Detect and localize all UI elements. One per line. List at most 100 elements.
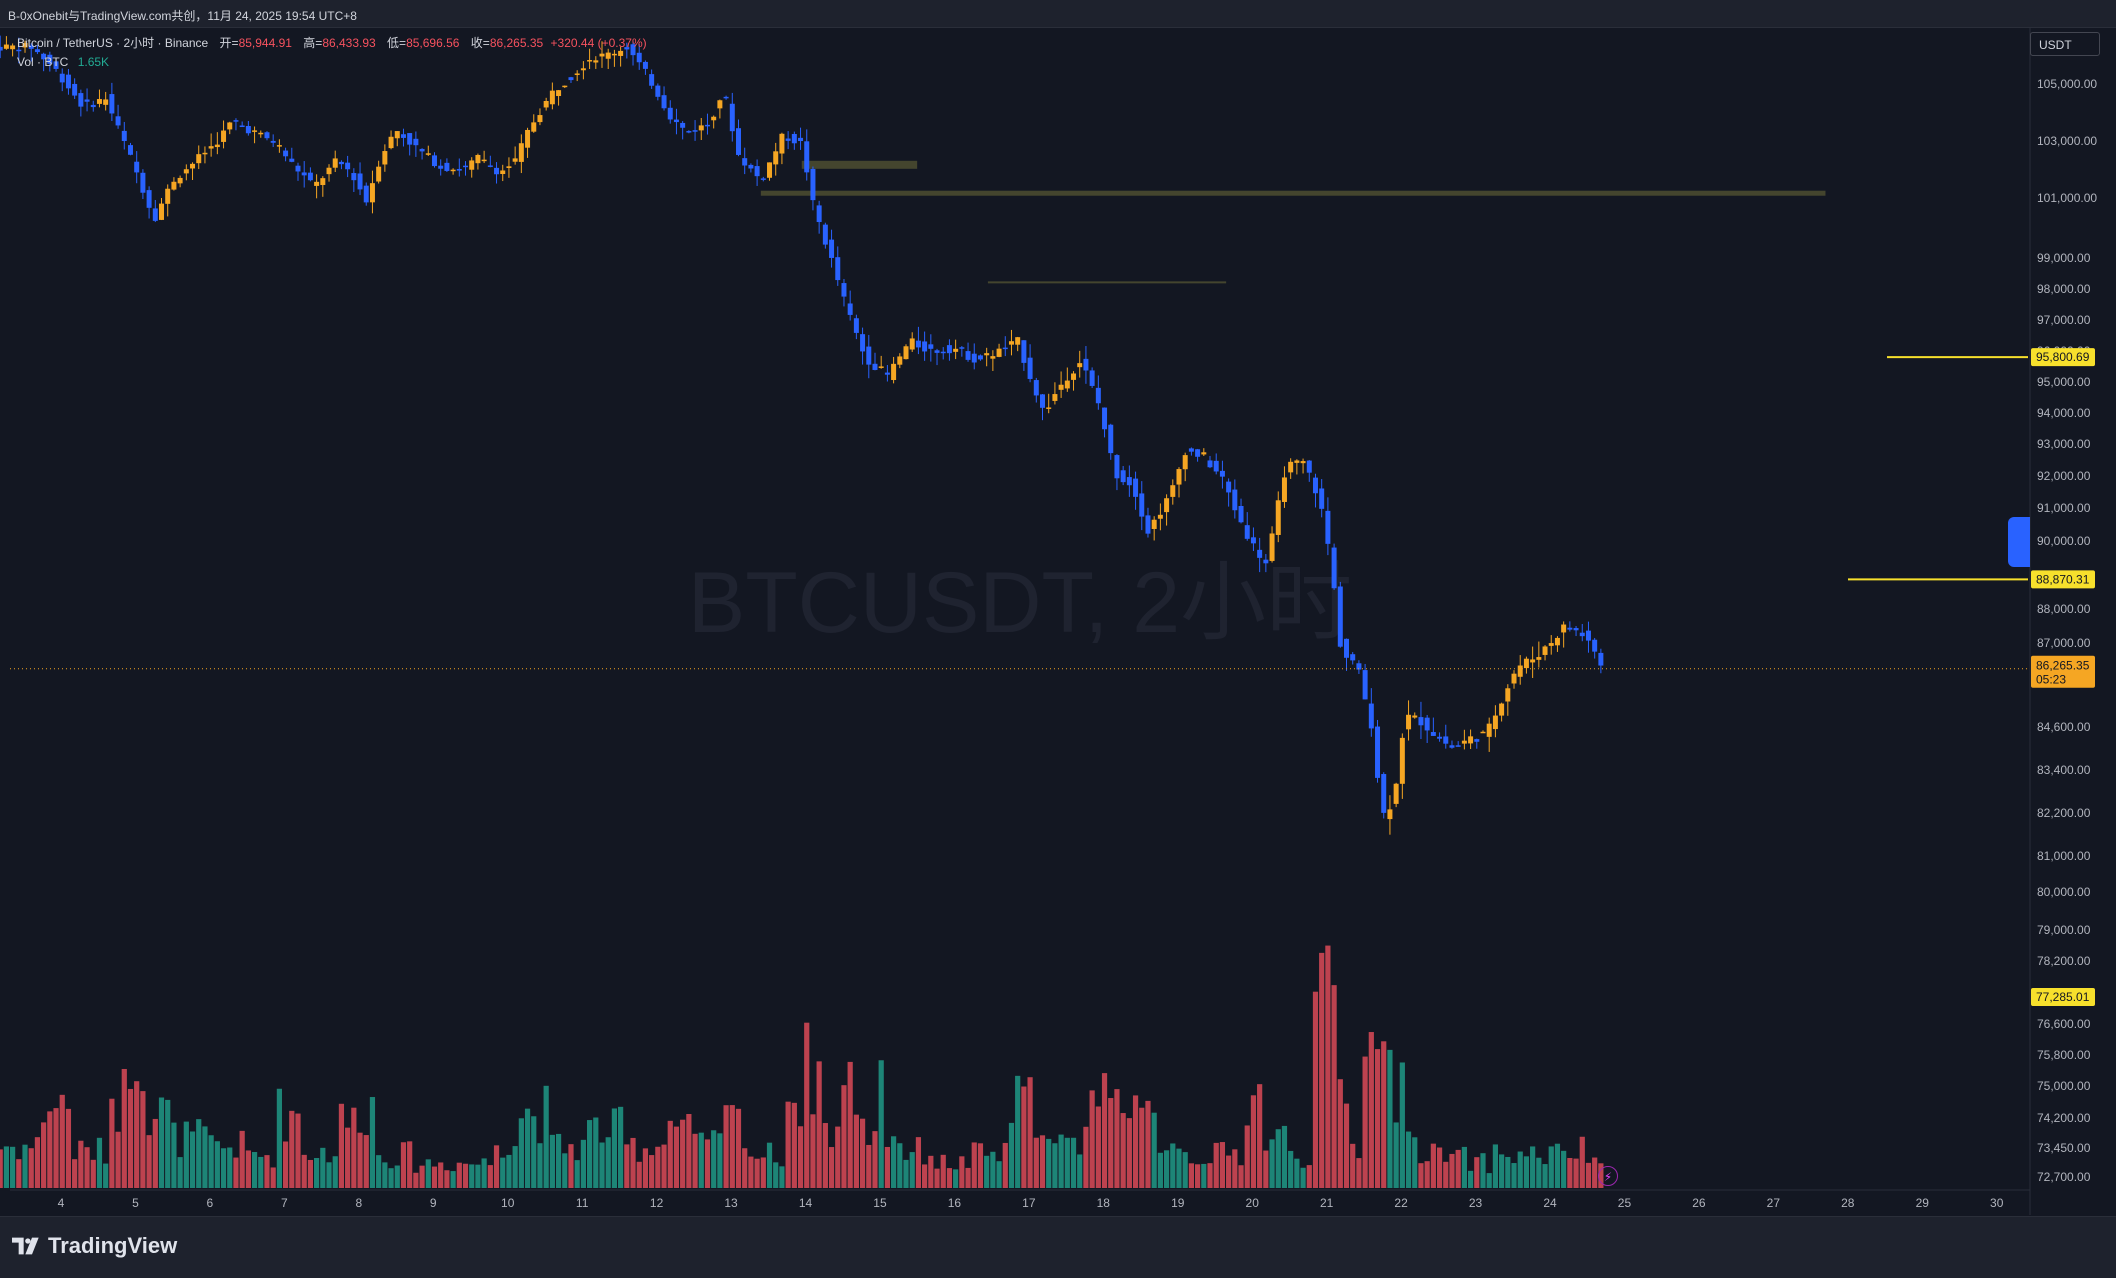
- candle-body[interactable]: [884, 372, 890, 375]
- candle-body[interactable]: [922, 341, 928, 352]
- candle-body[interactable]: [326, 167, 332, 175]
- candle-body[interactable]: [574, 73, 580, 75]
- candle-body[interactable]: [140, 172, 146, 193]
- candle-body[interactable]: [1219, 470, 1225, 477]
- candle-body[interactable]: [109, 94, 115, 114]
- candle-body[interactable]: [369, 183, 375, 203]
- candle-body[interactable]: [301, 172, 307, 176]
- candle-body[interactable]: [1015, 337, 1021, 345]
- candle-body[interactable]: [270, 140, 276, 143]
- price-label-tag[interactable]: [2031, 988, 2095, 1007]
- candle-body[interactable]: [16, 49, 22, 52]
- candle-body[interactable]: [946, 345, 952, 354]
- candle-body[interactable]: [692, 130, 698, 132]
- candle-body[interactable]: [1238, 505, 1244, 523]
- candle-body[interactable]: [1170, 485, 1176, 497]
- candle-body[interactable]: [810, 168, 816, 201]
- candle-body[interactable]: [562, 85, 568, 88]
- candle-body[interactable]: [1139, 493, 1145, 517]
- candle-body[interactable]: [1257, 549, 1263, 558]
- candle-body[interactable]: [673, 119, 679, 123]
- candle-body[interactable]: [320, 178, 326, 186]
- candle-body[interactable]: [394, 131, 400, 139]
- candle-body[interactable]: [928, 344, 934, 349]
- candle-body[interactable]: [1461, 740, 1467, 744]
- candle-body[interactable]: [53, 61, 59, 69]
- candle-body[interactable]: [531, 122, 537, 132]
- candle-body[interactable]: [481, 159, 487, 162]
- candle-body[interactable]: [456, 168, 462, 171]
- candle-body[interactable]: [1517, 665, 1523, 677]
- candle-body[interactable]: [475, 154, 481, 164]
- horizontal-zone[interactable]: [801, 160, 918, 169]
- candle-body[interactable]: [605, 52, 611, 59]
- candle-body[interactable]: [785, 138, 791, 141]
- candle-body[interactable]: [1027, 357, 1033, 379]
- candle-body[interactable]: [556, 90, 562, 97]
- candle-body[interactable]: [630, 44, 636, 56]
- candle-body[interactable]: [1554, 637, 1560, 646]
- candle-body[interactable]: [96, 99, 102, 104]
- candle-body[interactable]: [822, 224, 828, 245]
- candle-body[interactable]: [1418, 717, 1424, 726]
- candle-body[interactable]: [65, 74, 71, 89]
- candle-body[interactable]: [3, 44, 9, 49]
- candle-body[interactable]: [382, 151, 388, 165]
- candle-body[interactable]: [915, 340, 921, 348]
- candle-body[interactable]: [1275, 500, 1281, 535]
- candle-body[interactable]: [1033, 380, 1039, 396]
- candle-body[interactable]: [642, 61, 648, 69]
- candle-body[interactable]: [1188, 448, 1194, 452]
- candle-body[interactable]: [1244, 525, 1250, 539]
- candle-body[interactable]: [649, 74, 655, 86]
- candle-body[interactable]: [525, 129, 531, 148]
- candle-body[interactable]: [754, 166, 760, 177]
- candle-body[interactable]: [1052, 394, 1058, 401]
- candle-body[interactable]: [990, 356, 996, 359]
- candle-body[interactable]: [276, 145, 282, 147]
- candle-body[interactable]: [407, 133, 413, 145]
- candle-body[interactable]: [34, 49, 40, 53]
- candle-body[interactable]: [1393, 783, 1399, 804]
- candle-body[interactable]: [332, 158, 338, 168]
- candle-body[interactable]: [314, 181, 320, 186]
- candle-body[interactable]: [878, 366, 884, 368]
- candle-body[interactable]: [723, 96, 729, 99]
- candle-body[interactable]: [419, 148, 425, 152]
- candle-body[interactable]: [134, 161, 140, 173]
- candle-body[interactable]: [159, 203, 165, 220]
- candle-body[interactable]: [1592, 639, 1598, 652]
- candle-body[interactable]: [655, 85, 661, 97]
- candle-body[interactable]: [357, 173, 363, 190]
- candle-body[interactable]: [363, 185, 369, 203]
- candle-body[interactable]: [1182, 455, 1188, 470]
- candle-body[interactable]: [1344, 638, 1350, 658]
- candle-body[interactable]: [804, 141, 810, 173]
- alert-marker[interactable]: [2008, 517, 2030, 567]
- candle-body[interactable]: [1399, 737, 1405, 784]
- candle-body[interactable]: [84, 99, 90, 102]
- candle-body[interactable]: [469, 160, 475, 170]
- candle-body[interactable]: [661, 95, 667, 109]
- candle-body[interactable]: [965, 351, 971, 360]
- candle-body[interactable]: [72, 83, 78, 96]
- candle-body[interactable]: [779, 133, 785, 154]
- legend-volume-label[interactable]: Vol · BTC: [17, 55, 69, 69]
- candle-body[interactable]: [680, 122, 686, 128]
- candle-body[interactable]: [1294, 460, 1300, 463]
- candle-body[interactable]: [760, 178, 766, 180]
- candle-body[interactable]: [463, 165, 469, 168]
- candle-body[interactable]: [506, 166, 512, 169]
- candle-body[interactable]: [227, 122, 233, 130]
- candle-body[interactable]: [1008, 341, 1014, 345]
- candle-body[interactable]: [1319, 488, 1325, 509]
- candle-body[interactable]: [239, 125, 245, 128]
- candle-body[interactable]: [748, 164, 754, 169]
- candle-body[interactable]: [996, 348, 1002, 357]
- candle-body[interactable]: [1071, 373, 1077, 380]
- candle-body[interactable]: [183, 169, 189, 174]
- candle-body[interactable]: [587, 60, 593, 62]
- candle-body[interactable]: [1430, 732, 1436, 736]
- candle-body[interactable]: [742, 158, 748, 166]
